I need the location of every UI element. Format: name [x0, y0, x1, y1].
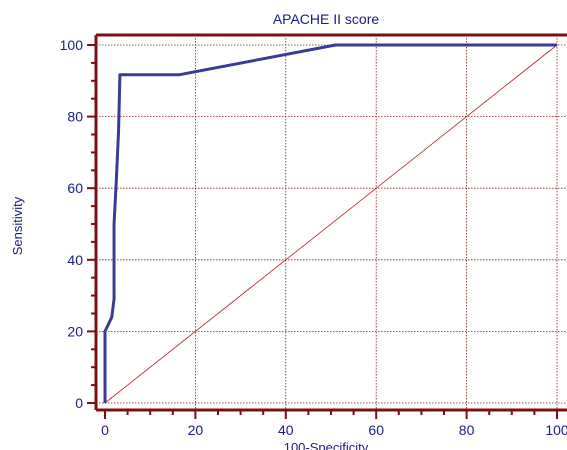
chart-title: APACHE II score — [273, 11, 380, 27]
y-tick-label: 80 — [67, 109, 83, 125]
reference-diagonal-line — [104, 44, 558, 404]
tick-marks — [87, 44, 558, 419]
x-tick-label: 0 — [101, 422, 109, 438]
y-tick-label: 0 — [75, 395, 83, 411]
x-tick-label: 80 — [459, 422, 475, 438]
y-axis-label: Sensitivity — [10, 196, 25, 255]
x-tick-label: 100 — [545, 422, 567, 438]
y-tick-label: 100 — [60, 37, 84, 53]
tick-labels: 0 20 40 60 80 100 0 20 40 60 80 100 — [60, 37, 567, 438]
grid-lines — [96, 35, 567, 410]
x-axis-label: 100-Specificity — [284, 440, 369, 450]
x-tick-label: 40 — [278, 422, 294, 438]
roc-curve-line — [103, 43, 557, 403]
x-tick-label: 20 — [188, 422, 204, 438]
y-tick-label: 60 — [67, 180, 83, 196]
x-tick-label: 60 — [368, 422, 384, 438]
y-tick-label: 40 — [67, 252, 83, 268]
y-tick-label: 20 — [67, 323, 83, 339]
